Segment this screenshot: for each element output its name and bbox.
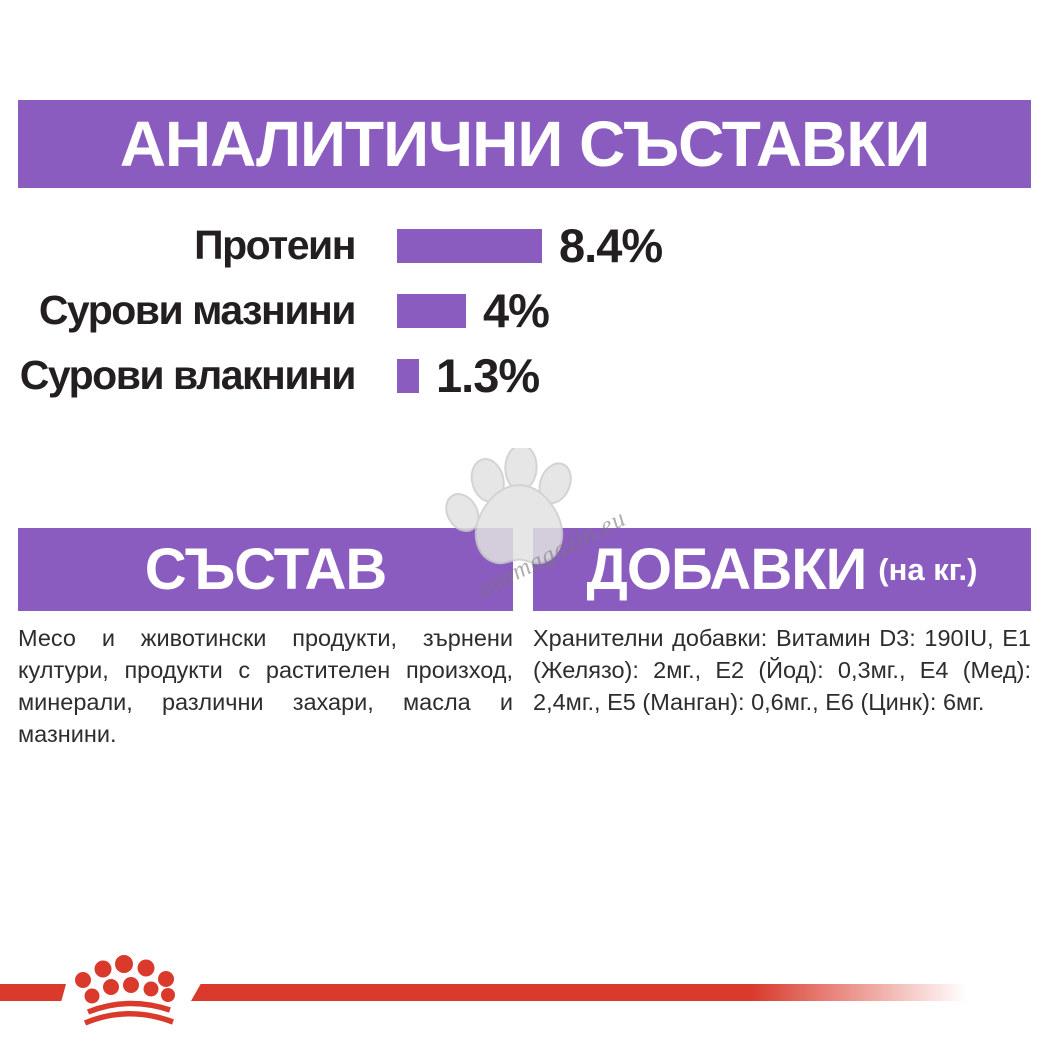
composition-title: СЪСТАВ [144, 537, 388, 602]
additives-title: ДОБАВКИ [586, 537, 868, 602]
additives-banner: ДОБАВКИ (на кг.) [533, 528, 1031, 611]
header-banner: АНАЛИТИЧНИ СЪСТАВКИ [18, 100, 1031, 188]
composition-banner: СЪСТАВ [18, 528, 513, 611]
brand-ribbon-right [191, 984, 991, 1001]
additives-title-suffix: (на кг.) [878, 551, 978, 587]
composition-text: Месо и животински продукти, зърнени култ… [18, 625, 513, 747]
chart-bar [397, 228, 542, 263]
chart-row-protein: Протеин 8.4% [0, 213, 1049, 278]
chart-row-crude-fibre: Сурови влакнини 1.3% [0, 343, 1049, 408]
chart-bar [397, 293, 466, 328]
analytical-constituents-chart: Протеин 8.4% Сурови мазнини 4% Сурови вл… [0, 213, 1049, 408]
paw-print-icon [445, 448, 572, 565]
additives-text: Хранителни добавки: Витамин D3: 190IU, E… [533, 625, 1031, 715]
chart-value: 4% [483, 284, 550, 337]
chart-value: 1.3% [436, 349, 540, 402]
page-title: АНАЛИТИЧНИ СЪСТАВКИ [119, 108, 931, 180]
brand-ribbon-left [0, 984, 66, 1001]
chart-row-label: Сурови влакнини [19, 352, 357, 398]
chart-row-label: Сурови мазнини [38, 287, 357, 333]
chart-bar [397, 358, 419, 393]
chart-value: 8.4% [559, 219, 663, 272]
chart-row-crude-fat: Сурови мазнини 4% [0, 278, 1049, 343]
royal-canin-crown-icon [75, 955, 175, 1026]
chart-row-label: Протеин [194, 222, 356, 268]
